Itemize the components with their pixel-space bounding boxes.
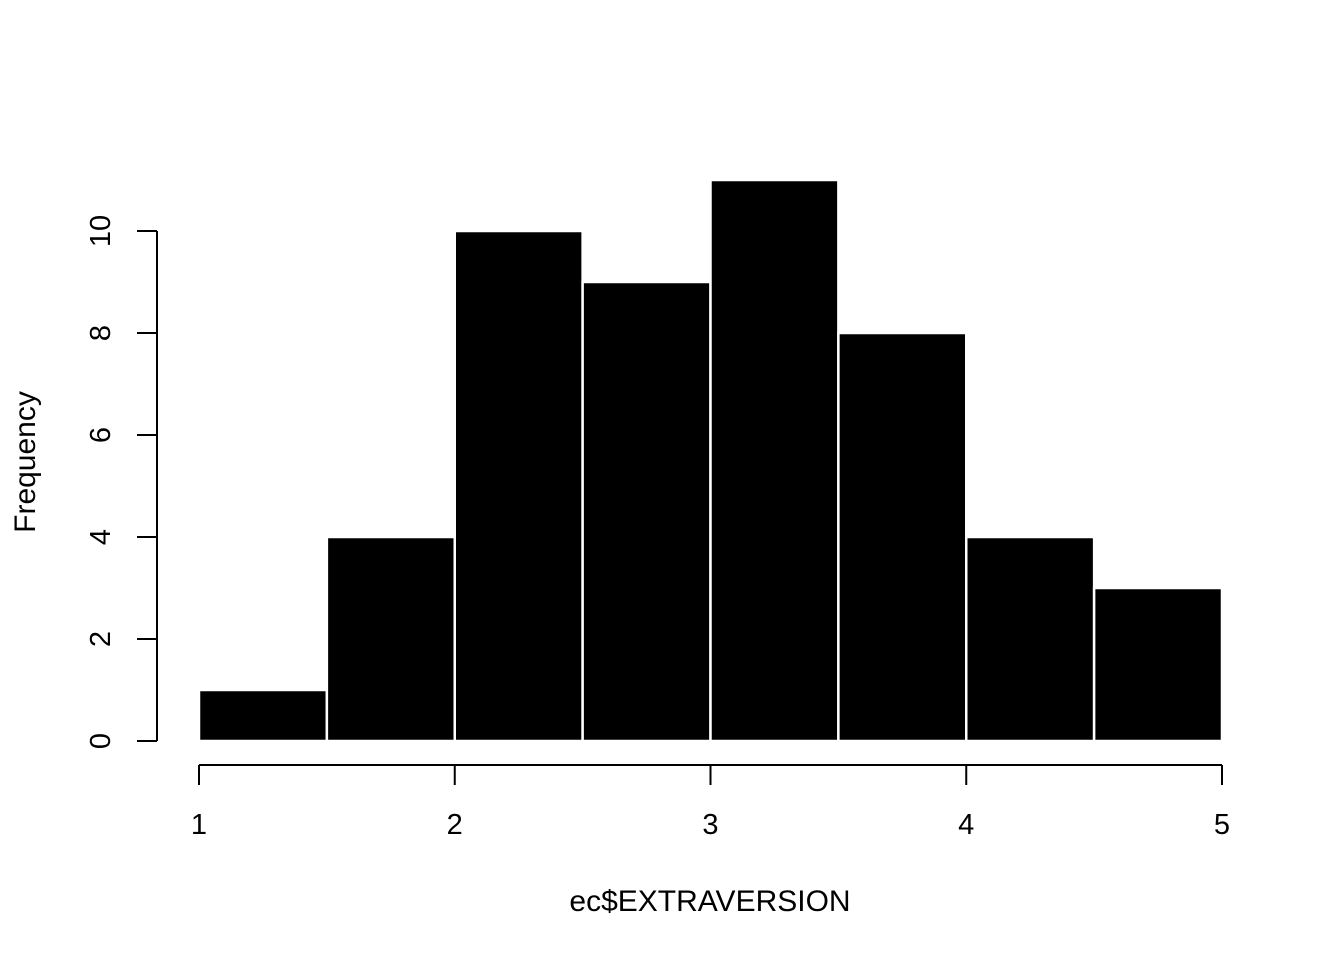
histogram-bars xyxy=(197,178,1224,743)
y-tick-label: 6 xyxy=(85,427,117,443)
x-tick-label: 5 xyxy=(1214,809,1230,841)
x-tick-label: 4 xyxy=(958,809,974,841)
histogram-bar-4 xyxy=(581,280,712,743)
y-axis: 0 2 4 6 8 10 xyxy=(85,215,158,749)
histogram-bar-8 xyxy=(1092,586,1224,743)
histogram-bar-7 xyxy=(965,535,1096,743)
y-tick-label: 0 xyxy=(85,733,117,749)
y-axis-title: Frequency xyxy=(9,391,42,533)
histogram-bar-5 xyxy=(709,178,840,743)
y-tick-label: 8 xyxy=(85,325,117,341)
x-axis-title: ec$EXTRAVERSION xyxy=(569,885,850,918)
y-tick-label: 4 xyxy=(85,529,117,545)
histogram-bar-1 xyxy=(197,688,329,743)
x-tick-label: 3 xyxy=(702,809,718,841)
x-tick-label: 1 xyxy=(191,809,207,841)
y-tick-label: 2 xyxy=(85,631,117,647)
x-axis: 1 2 3 4 5 xyxy=(191,764,1230,841)
x-tick-label: 2 xyxy=(447,809,463,841)
y-tick-label: 10 xyxy=(85,215,117,247)
histogram-bar-2 xyxy=(325,535,456,743)
histogram-bar-3 xyxy=(453,229,584,743)
histogram-bar-6 xyxy=(837,331,968,743)
